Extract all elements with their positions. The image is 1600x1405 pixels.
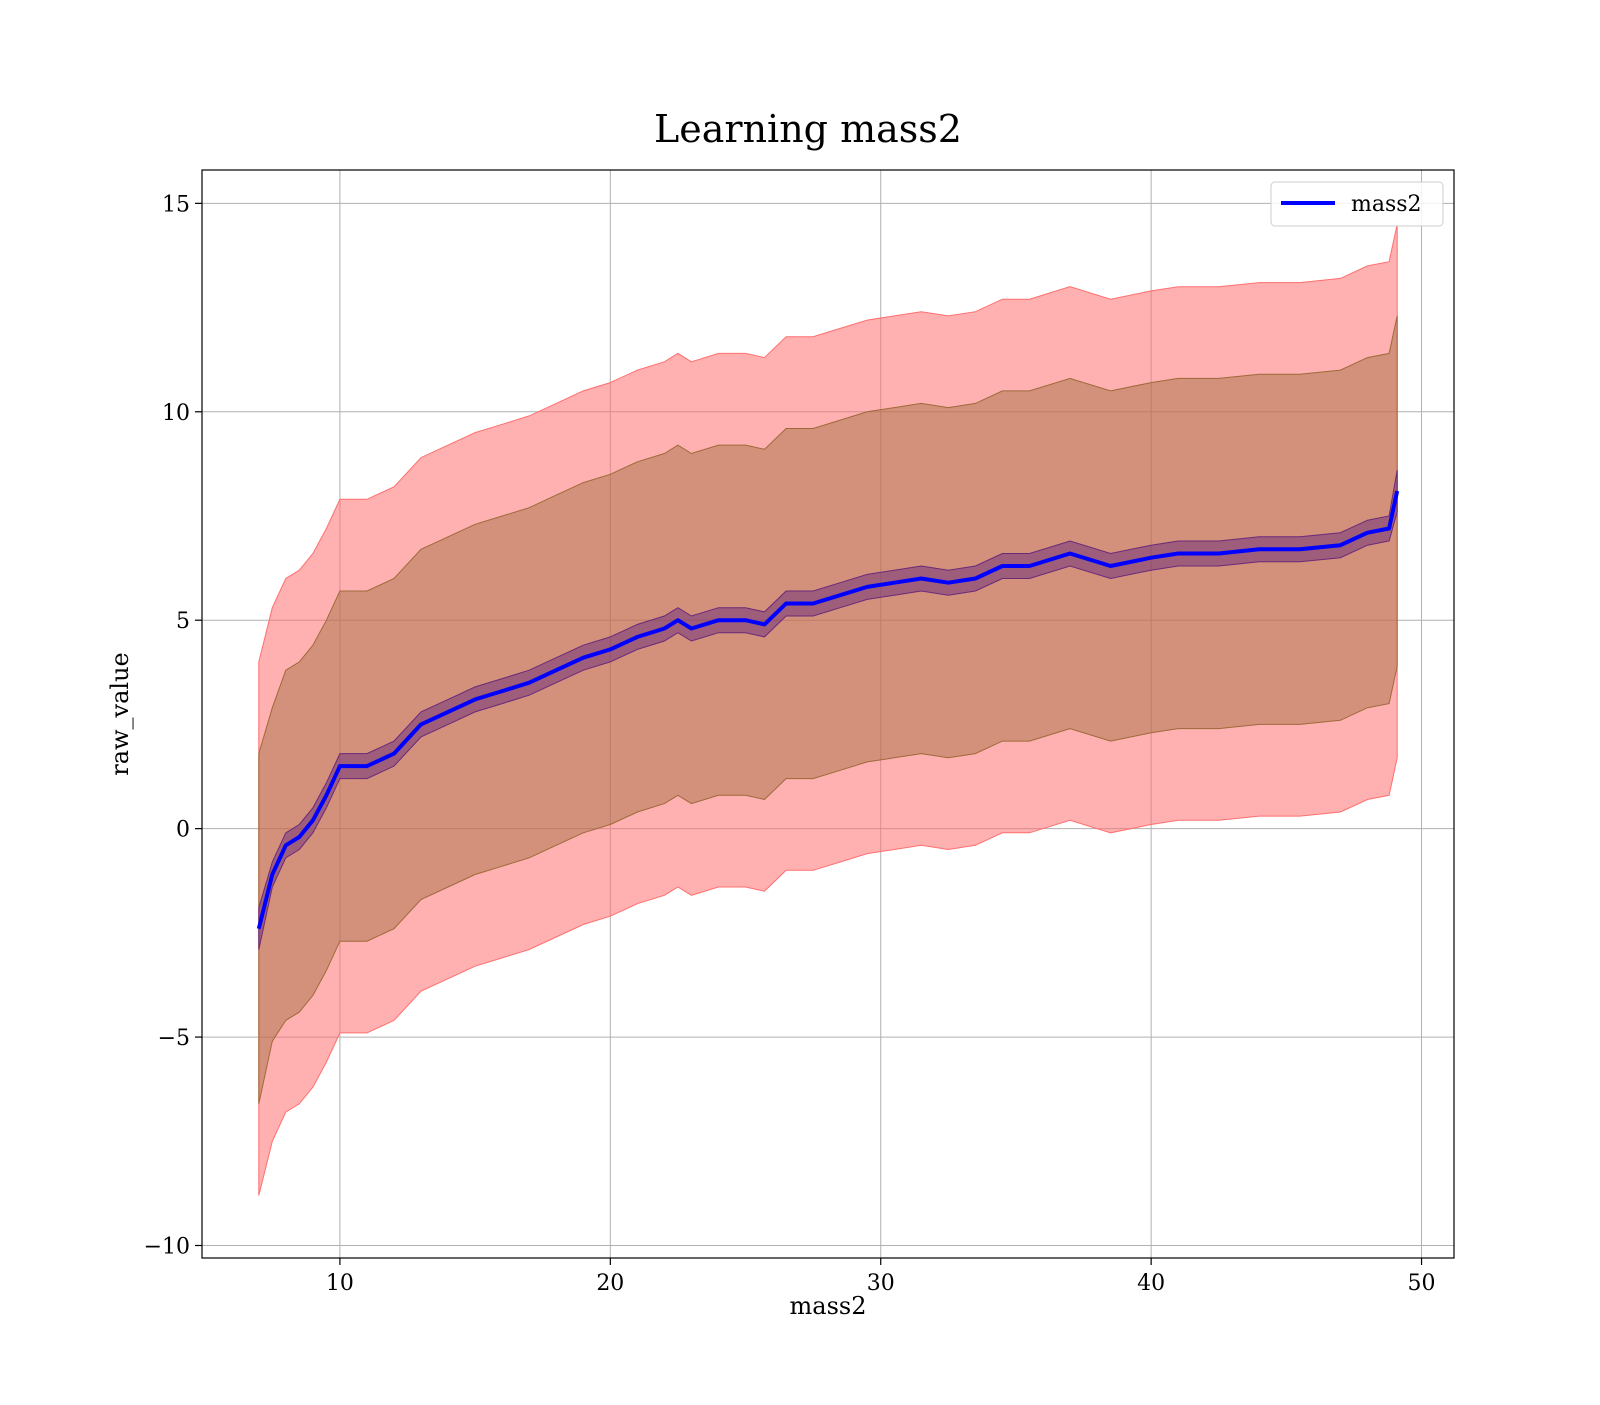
inner-band [258,470,1398,950]
chart-title: Learning mass2 [654,107,962,151]
plot-frame [201,169,1455,1259]
line-layer [256,490,1400,930]
y-tick-label: −5 [158,1026,190,1051]
y-tick-label: −10 [144,1234,190,1259]
y-tick-label: 5 [176,609,190,634]
y-axis-label: raw_value [106,652,134,776]
series-line-mass2 [256,490,1400,930]
x-tick-label: 10 [326,1271,354,1296]
outer-band [258,224,1398,1196]
legend-box [1270,181,1444,227]
y-tick-label: 10 [162,401,190,426]
x-tick-label: 40 [1137,1271,1165,1296]
x-axis-label: mass2 [790,1292,867,1320]
tick-layer: 10 20 30 40 50 −10 −5 0 5 10 15 [144,192,1436,1296]
x-tick-label: 50 [1408,1271,1436,1296]
x-tick-label: 30 [867,1271,895,1296]
legend: mass2 [1270,181,1444,227]
y-tick-label: 0 [176,818,190,843]
middle-band [258,315,1398,1104]
x-tick-label: 20 [596,1271,624,1296]
legend-entry-mass2: mass2 [1351,192,1422,217]
band-layer [258,224,1398,1196]
y-tick-label: 15 [162,192,190,217]
